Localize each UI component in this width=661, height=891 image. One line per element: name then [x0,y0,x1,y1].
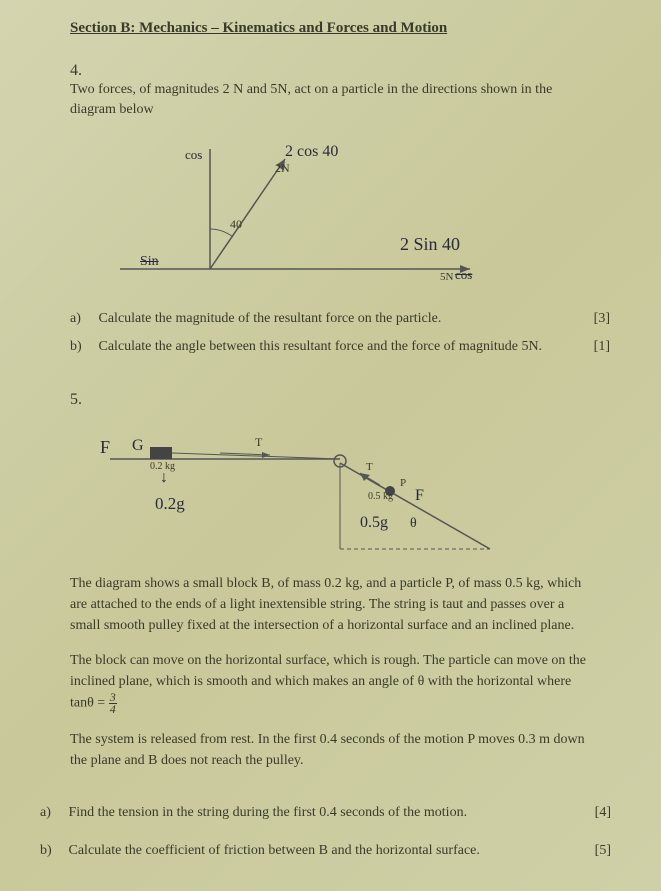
q5-part-a: a) Find the tension in the string during… [40,803,611,823]
q4-part-a: a) Calculate the magnitude of the result… [70,309,590,329]
hand-down: ↓ [160,469,168,487]
hand-02g: 0.2g [155,494,185,514]
hand-f: F [100,437,110,458]
q4b-marks: [1] [594,337,610,357]
label-f-incline: F [415,487,424,505]
q4a-marks: [3] [594,309,610,329]
q5-para2: The block can move on the horizontal sur… [70,650,590,715]
question-4: 4. Two forces, of magnitudes 2 N and 5N,… [70,62,611,356]
label-p: P [400,477,406,489]
hand-cos: cos [185,147,202,163]
q5a-marks: [4] [595,803,611,823]
q5-diagram: F G 0.2 kg ↓ 0.2g T T P 0.5 kg F 0.5g θ [70,419,590,559]
hand-theta: θ [410,516,417,532]
label-t2: T [366,461,373,473]
q4-part-b: b) Calculate the angle between this resu… [70,337,590,357]
label-t1: T [255,435,262,450]
q4b-label: b) [70,337,95,357]
q5a-text: Find the tension in the string during th… [69,803,579,823]
hand-sin-strike: Sin [140,254,159,270]
q5b-text: Calculate the coefficient of friction be… [69,841,579,861]
q4b-text: Calculate the angle between this resulta… [99,337,569,357]
q5-para3: The system is released from rest. In the… [70,729,590,771]
q4a-label: a) [70,309,95,329]
q4-intro: Two forces, of magnitudes 2 N and 5N, ac… [70,80,590,119]
q5-part-b: b) Calculate the coefficient of friction… [40,841,611,861]
hand-cos-strike: cos [455,267,472,283]
q5b-marks: [5] [595,841,611,861]
hand-2cos40: 2 cos 40 [285,143,338,161]
hand-05g: 0.5g [360,514,388,532]
q4-diagram: cos 2 cos 40 2N 40 Sin 2 Sin 40 5N cos [70,129,590,299]
q4a-text: Calculate the magnitude of the resultant… [99,309,569,329]
hand-g: G [132,437,144,455]
q5-para1: The diagram shows a small block B, of ma… [70,573,590,636]
worksheet-page: Section B: Mechanics – Kinematics and Fo… [0,0,661,880]
label-5n: 5N [440,271,453,283]
section-header: Section B: Mechanics – Kinematics and Fo… [70,20,611,37]
label-pmass: 0.5 kg [368,491,393,502]
q4-number: 4. [70,62,95,80]
label-40: 40 [230,217,242,232]
q5a-label: a) [40,803,65,823]
q5b-label: b) [40,841,65,861]
q5-number: 5. [70,391,95,409]
question-5: 5. [70,391,611,860]
hand-2sin40: 2 Sin 40 [400,234,460,255]
label-2n: 2N [275,161,290,176]
